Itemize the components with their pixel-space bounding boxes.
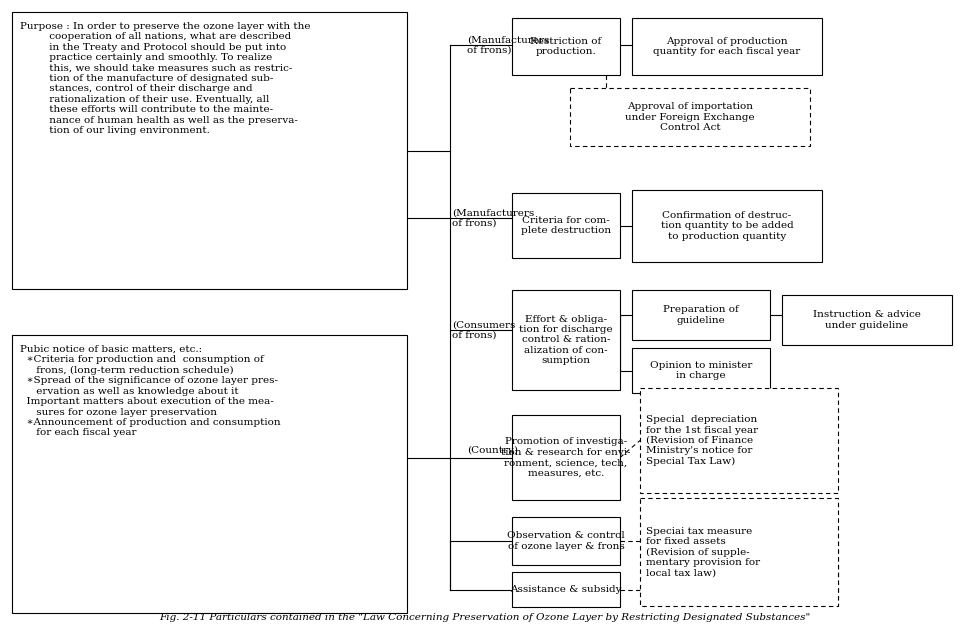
Bar: [570, 88, 809, 146]
Text: (Manufacturers
of frons): (Manufacturers of frons): [452, 208, 534, 228]
Text: Preparation of
guideline: Preparation of guideline: [663, 305, 738, 325]
Text: Special  depreciation
for the 1st fiscal year
(Revision of Finance
Ministry's no: Special depreciation for the 1st fiscal …: [645, 415, 758, 466]
Bar: [632, 18, 821, 75]
Text: (Consumers
of frons): (Consumers of frons): [452, 320, 515, 340]
Bar: [640, 388, 837, 493]
Text: Purpose : In order to preserve the ozone layer with the
         cooperation of : Purpose : In order to preserve the ozone…: [20, 22, 310, 135]
Text: (Country): (Country): [466, 445, 517, 455]
Text: Promotion of investiga-
tion & research for envi-
ronment, science, tech,
measur: Promotion of investiga- tion & research …: [501, 437, 630, 477]
Text: Observation & control
of ozone layer & frons: Observation & control of ozone layer & f…: [507, 532, 624, 551]
Text: Pubic notice of basic matters, etc.:
  ∗Criteria for production and  consumption: Pubic notice of basic matters, etc.: ∗Cr…: [20, 345, 280, 437]
Bar: [512, 415, 619, 500]
Bar: [781, 295, 951, 345]
Text: Confirmation of destruc-
tion quantity to be added
to production quantity: Confirmation of destruc- tion quantity t…: [660, 211, 793, 241]
Text: Criteria for com-
plete destruction: Criteria for com- plete destruction: [520, 216, 610, 235]
Text: Restriction of
production.: Restriction of production.: [530, 37, 601, 56]
Bar: [640, 498, 837, 606]
Bar: [12, 12, 407, 289]
Text: Instruction & advice
under guideline: Instruction & advice under guideline: [812, 310, 920, 330]
Bar: [632, 190, 821, 262]
Bar: [512, 517, 619, 565]
Text: Fig. 2-11 Particulars contained in the "Law Concerning Preservation of Ozone Lay: Fig. 2-11 Particulars contained in the "…: [159, 613, 810, 623]
Bar: [512, 290, 619, 390]
Bar: [632, 348, 769, 393]
Text: Approval of importation
under Foreign Exchange
Control Act: Approval of importation under Foreign Ex…: [625, 102, 754, 132]
Bar: [632, 290, 769, 340]
Text: Effort & obliga-
tion for discharge
control & ration-
alization of con-
sumption: Effort & obliga- tion for discharge cont…: [518, 314, 612, 365]
Bar: [512, 193, 619, 258]
Text: (Manufacturers
of frons): (Manufacturers of frons): [466, 35, 548, 55]
Bar: [12, 335, 407, 613]
Text: Assistance & subsidy: Assistance & subsidy: [510, 585, 621, 594]
Text: Speciai tax measure
for fixed assets
(Revision of supple-
mentary provision for
: Speciai tax measure for fixed assets (Re…: [645, 526, 760, 577]
Bar: [512, 18, 619, 75]
Text: Opinion to minister
in charge: Opinion to minister in charge: [649, 361, 751, 380]
Text: Approval of production
quantity for each fiscal year: Approval of production quantity for each…: [653, 37, 799, 56]
Bar: [512, 572, 619, 607]
